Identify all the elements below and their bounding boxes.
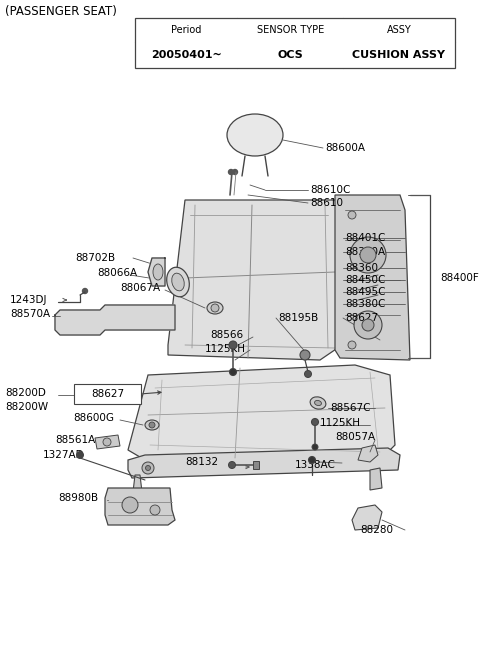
Polygon shape <box>95 435 120 449</box>
Text: 88200W: 88200W <box>5 402 48 412</box>
Polygon shape <box>168 200 342 360</box>
Circle shape <box>312 419 319 426</box>
Ellipse shape <box>310 397 326 409</box>
Text: 88390A: 88390A <box>345 247 385 257</box>
Text: 88610C: 88610C <box>310 185 350 195</box>
Polygon shape <box>128 365 395 460</box>
Polygon shape <box>133 475 142 492</box>
Text: 88195B: 88195B <box>278 313 318 323</box>
Text: 88980B: 88980B <box>58 493 98 503</box>
Text: 88627: 88627 <box>91 389 125 399</box>
Circle shape <box>211 304 219 312</box>
Text: 88570A: 88570A <box>10 309 50 319</box>
Circle shape <box>122 497 138 513</box>
Polygon shape <box>105 488 175 525</box>
Text: 88567C: 88567C <box>330 403 371 413</box>
Circle shape <box>354 311 382 339</box>
Text: 1243DJ: 1243DJ <box>10 295 48 305</box>
Circle shape <box>229 369 237 375</box>
Circle shape <box>348 341 356 349</box>
Circle shape <box>145 466 151 470</box>
Text: 1125KH: 1125KH <box>320 418 361 428</box>
Circle shape <box>83 288 87 293</box>
Ellipse shape <box>207 302 223 314</box>
Text: SENSOR TYPE: SENSOR TYPE <box>257 25 324 35</box>
Ellipse shape <box>314 400 322 405</box>
Polygon shape <box>128 448 400 478</box>
Circle shape <box>229 341 237 349</box>
Circle shape <box>142 462 154 474</box>
Circle shape <box>304 371 312 377</box>
Text: 88450C: 88450C <box>345 275 385 285</box>
Text: 88200D: 88200D <box>5 388 46 398</box>
Text: 88561A: 88561A <box>55 435 95 445</box>
Ellipse shape <box>145 420 159 430</box>
Polygon shape <box>352 505 382 530</box>
Polygon shape <box>148 258 165 286</box>
Text: ASSY: ASSY <box>386 25 411 35</box>
Polygon shape <box>335 195 410 360</box>
Ellipse shape <box>172 273 184 291</box>
Text: 88280: 88280 <box>360 525 393 535</box>
Text: Period: Period <box>171 25 202 35</box>
Text: (PASSENGER SEAT): (PASSENGER SEAT) <box>5 5 117 18</box>
Text: 20050401~: 20050401~ <box>151 50 222 60</box>
Circle shape <box>228 170 233 174</box>
Bar <box>135 18 455 68</box>
Text: 88132: 88132 <box>185 457 218 467</box>
Text: 88057A: 88057A <box>335 432 375 442</box>
Text: 88400F: 88400F <box>440 273 479 283</box>
Text: 88067A: 88067A <box>120 283 160 293</box>
Polygon shape <box>358 445 378 462</box>
Circle shape <box>228 462 236 468</box>
Ellipse shape <box>153 264 163 280</box>
Circle shape <box>348 211 356 219</box>
Circle shape <box>350 237 386 273</box>
Circle shape <box>312 444 318 450</box>
Circle shape <box>360 247 376 263</box>
Text: 88600A: 88600A <box>325 143 365 153</box>
Text: 88702B: 88702B <box>75 253 115 263</box>
Text: CUSHION ASSY: CUSHION ASSY <box>352 50 445 60</box>
Text: 88495C: 88495C <box>345 287 385 297</box>
Ellipse shape <box>227 114 283 156</box>
Polygon shape <box>370 468 382 490</box>
Circle shape <box>150 505 160 515</box>
Text: 1125KH: 1125KH <box>205 344 246 354</box>
Text: 1338AC: 1338AC <box>295 460 336 470</box>
Text: 88401C: 88401C <box>345 233 385 243</box>
Text: OCS: OCS <box>277 50 303 60</box>
Circle shape <box>362 319 374 331</box>
Text: 88066A: 88066A <box>97 268 137 278</box>
Ellipse shape <box>167 267 189 297</box>
Text: 88380C: 88380C <box>345 299 385 309</box>
Polygon shape <box>55 305 175 335</box>
Circle shape <box>300 350 310 360</box>
Circle shape <box>232 170 238 174</box>
Text: 88600G: 88600G <box>73 413 114 423</box>
Text: 88610: 88610 <box>310 198 343 208</box>
Circle shape <box>309 457 315 464</box>
Text: 88566: 88566 <box>210 330 243 340</box>
Circle shape <box>76 451 84 458</box>
Text: 88627: 88627 <box>345 313 378 323</box>
Ellipse shape <box>103 438 111 446</box>
Text: 88627: 88627 <box>75 388 108 398</box>
Circle shape <box>149 422 155 428</box>
FancyBboxPatch shape <box>74 384 141 404</box>
Bar <box>253 461 259 469</box>
Text: 88360: 88360 <box>345 263 378 273</box>
Text: 1327AD: 1327AD <box>43 450 84 460</box>
